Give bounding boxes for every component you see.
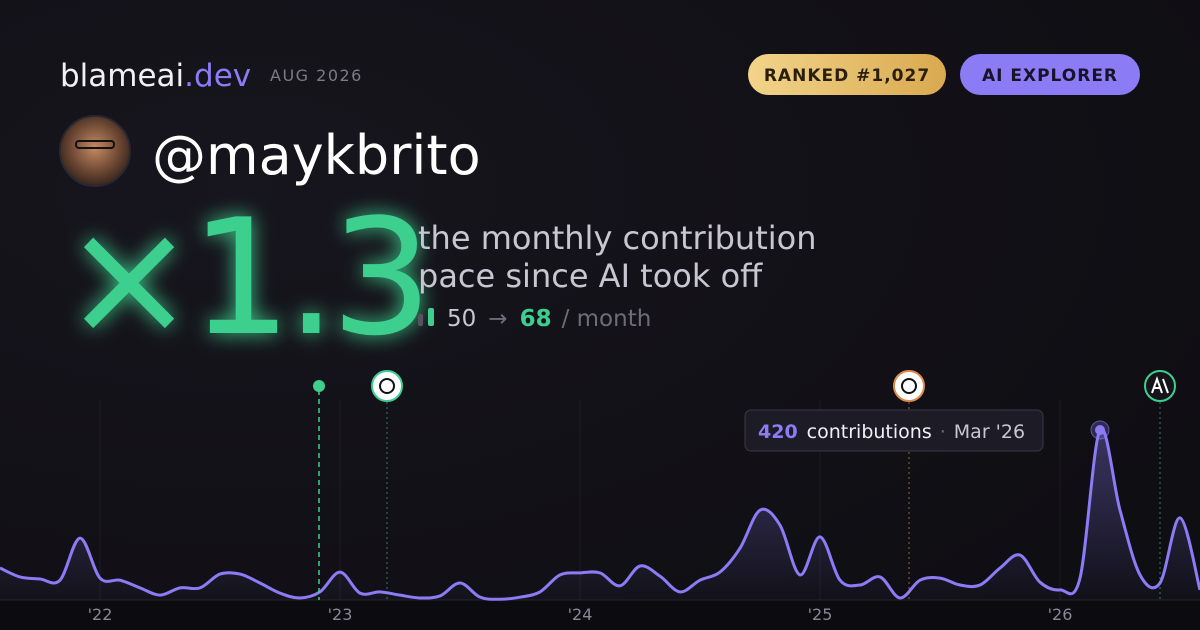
event-dot — [313, 380, 325, 392]
tier-text: AI EXPLORER — [982, 66, 1118, 86]
x-tick-label: '25 — [808, 605, 833, 624]
chart: '22 '23 '24 '25 '26 — [0, 400, 1200, 630]
caption-line: pace since AI took off — [418, 257, 763, 295]
tooltip-label: contributions — [807, 421, 932, 443]
after-icon — [428, 308, 434, 326]
tooltip-box — [744, 409, 1044, 452]
before-icon — [418, 314, 423, 326]
brand-name: blameai — [60, 58, 184, 94]
unit: / month — [562, 306, 652, 332]
tooltip-value: 420 — [758, 421, 798, 443]
event-glyph — [379, 378, 395, 394]
x-tick-label: '26 — [1048, 605, 1073, 624]
rank-text: RANKED #1,027 — [764, 66, 930, 86]
event-icon — [893, 370, 925, 402]
axis-strip — [0, 600, 1200, 630]
event-glyph — [1151, 376, 1169, 394]
tier-badge — [960, 54, 1140, 95]
tooltip-separator: · — [940, 421, 946, 443]
date: AUG 2026 — [270, 66, 363, 85]
event-glyph — [901, 378, 917, 394]
stats: 50 → 68 / month — [447, 306, 651, 332]
brand: blameai.dev — [60, 58, 251, 94]
line — [0, 427, 1200, 601]
brand-tld: .dev — [184, 58, 251, 94]
highlight-point — [1095, 425, 1105, 435]
avatar — [59, 115, 131, 187]
x-tick-label: '24 — [568, 605, 593, 624]
tooltip-text: 420 contributions · Mar '26 — [758, 421, 1025, 443]
tooltip: 420 contributions · Mar '26 — [744, 409, 1044, 452]
tooltip-date: Mar '26 — [954, 421, 1025, 443]
before-value: 50 — [447, 306, 476, 332]
after-value: 68 — [520, 306, 552, 332]
x-tick-label: '22 — [88, 605, 113, 624]
rank-badge — [748, 54, 946, 95]
caption-line: the monthly contribution — [418, 219, 816, 257]
arrow: → — [488, 306, 507, 332]
event-icon — [371, 370, 403, 402]
avatar-glasses — [75, 140, 115, 149]
multiplier: ×1.3 — [62, 184, 427, 371]
handle: @maykbrito — [152, 124, 481, 187]
x-tick-label: '23 — [328, 605, 353, 624]
